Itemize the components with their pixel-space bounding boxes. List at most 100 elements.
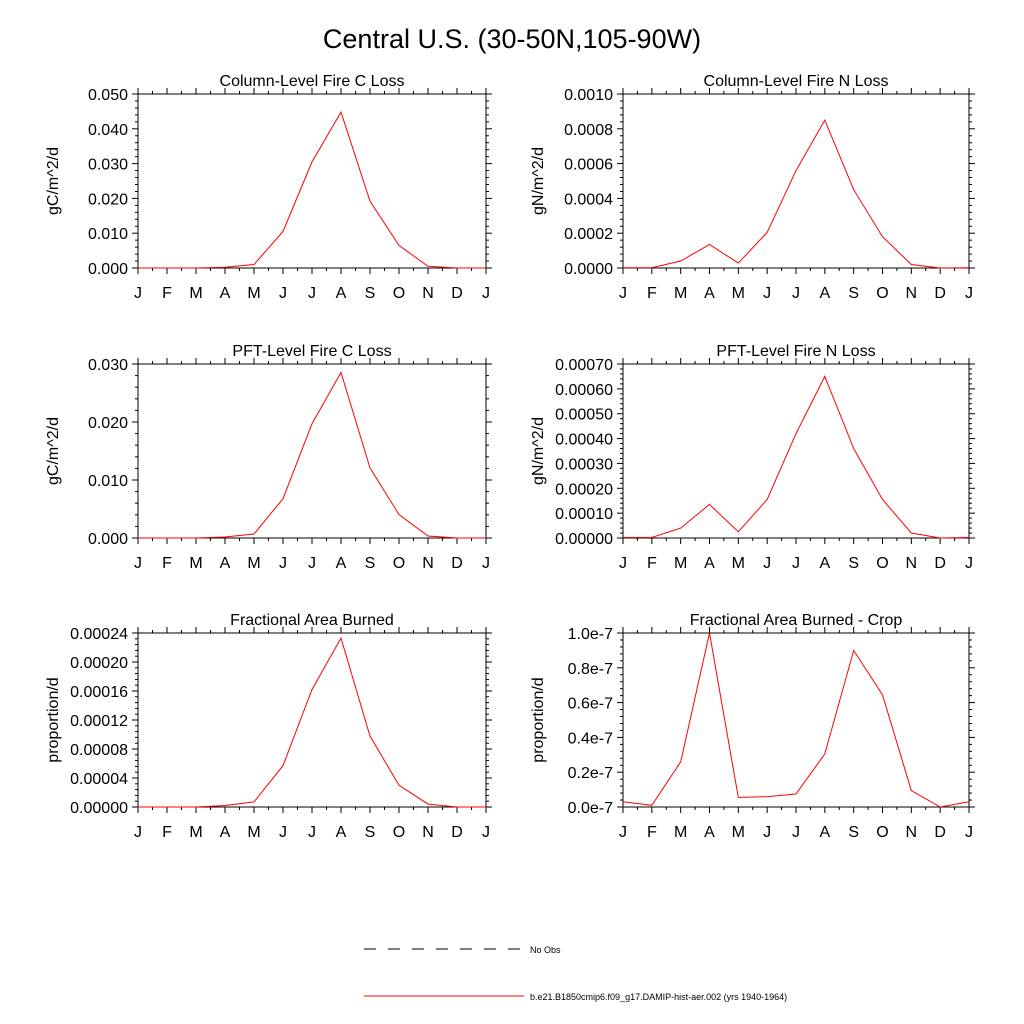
x-tick-label: J (308, 555, 316, 572)
x-tick-label: S (848, 285, 859, 302)
series-line (138, 636, 486, 808)
y-tick-label: 0.0e-7 (568, 800, 613, 817)
x-tick-label: J (619, 285, 627, 302)
chart-title: Column-Level Fire N Loss (704, 73, 889, 90)
y-tick-label: 0.010 (88, 473, 128, 490)
x-tick-label: J (619, 824, 627, 841)
plot-frame (622, 363, 970, 539)
x-tick-label: M (732, 285, 745, 302)
x-tick-label: J (763, 285, 771, 302)
x-tick-label: J (134, 555, 142, 572)
x-tick-label: J (965, 824, 973, 841)
x-tick-label: M (189, 285, 202, 302)
x-tick-label: S (848, 824, 859, 841)
x-tick-label: M (247, 555, 260, 572)
x-tick-label: J (792, 824, 800, 841)
x-tick-label: O (393, 824, 405, 841)
x-tick-label: N (422, 824, 434, 841)
y-tick-label: 0.0008 (564, 122, 613, 139)
plot-frame (137, 632, 487, 808)
x-tick-label: N (906, 285, 918, 302)
x-tick-label: A (336, 824, 347, 841)
x-tick-label: A (336, 285, 347, 302)
y-tick-label: 0.0002 (564, 226, 613, 243)
y-axis-label: gC/m^2/d (45, 147, 62, 215)
y-tick-label: 0.0004 (564, 191, 613, 208)
x-tick-label: A (220, 555, 231, 572)
x-tick-label: J (279, 555, 287, 572)
y-tick-label: 0.00060 (555, 382, 613, 399)
x-tick-label: N (422, 555, 434, 572)
y-tick-label: 0.4e-7 (568, 730, 613, 747)
y-tick-label: 0.010 (88, 226, 128, 243)
x-tick-label: J (965, 285, 973, 302)
x-tick-label: D (934, 555, 946, 572)
x-tick-label: N (906, 555, 918, 572)
series-line (138, 371, 486, 539)
y-tick-label: 0.00050 (555, 407, 613, 424)
y-tick-label: 0.00020 (555, 481, 613, 498)
y-tick-label: 0.00012 (70, 713, 128, 730)
x-tick-label: F (647, 555, 657, 572)
legend-model-label: b.e21.B1850cmip6.f09_g17.DAMIP-hist-aer.… (530, 992, 787, 1002)
y-axis-label: gN/m^2/d (530, 417, 547, 485)
x-tick-label: S (848, 555, 859, 572)
x-tick-label: D (451, 555, 463, 572)
figure-title: Central U.S. (30-50N,105-90W) (323, 24, 701, 54)
x-tick-label: J (279, 285, 287, 302)
plot-frame (137, 363, 487, 539)
x-tick-label: N (906, 824, 918, 841)
y-tick-label: 0.00030 (555, 456, 613, 473)
x-tick-label: J (763, 824, 771, 841)
legend-obs-label: No Obs (530, 945, 561, 955)
x-tick-label: M (247, 824, 260, 841)
x-tick-label: D (934, 285, 946, 302)
x-tick-label: O (876, 555, 888, 572)
x-tick-label: J (482, 555, 490, 572)
chart-title: Fractional Area Burned - Crop (690, 612, 903, 629)
y-tick-label: 0.00024 (70, 626, 128, 643)
x-tick-label: O (393, 555, 405, 572)
x-tick-label: A (336, 555, 347, 572)
y-axis-label: gC/m^2/d (45, 417, 62, 485)
y-tick-label: 0.2e-7 (568, 765, 613, 782)
plot-frame (622, 632, 970, 808)
y-tick-label: 0.030 (88, 157, 128, 174)
x-tick-label: M (674, 555, 687, 572)
y-tick-label: 0.00008 (70, 742, 128, 759)
x-tick-label: M (732, 824, 745, 841)
y-tick-label: 0.00000 (555, 531, 613, 548)
x-tick-label: J (134, 824, 142, 841)
x-tick-label: M (732, 555, 745, 572)
x-tick-label: A (704, 555, 715, 572)
series-line (138, 110, 486, 269)
y-tick-label: 0.020 (88, 415, 128, 432)
y-tick-label: 0.00004 (70, 771, 128, 788)
x-tick-label: O (876, 285, 888, 302)
x-tick-label: M (189, 555, 202, 572)
plot-frame (137, 93, 487, 269)
y-tick-label: 0.040 (88, 122, 128, 139)
chart-title: Column-Level Fire C Loss (220, 73, 405, 90)
x-tick-label: N (422, 285, 434, 302)
y-axis-label: proportion/d (45, 677, 62, 762)
y-tick-label: 0.00000 (70, 800, 128, 817)
y-tick-label: 0.00016 (70, 684, 128, 701)
x-tick-label: M (247, 285, 260, 302)
x-tick-label: J (308, 285, 316, 302)
y-tick-label: 0.00070 (555, 357, 613, 374)
plot-frame (622, 93, 970, 269)
series-line (623, 118, 970, 269)
x-tick-label: D (934, 824, 946, 841)
x-tick-label: S (365, 285, 376, 302)
x-tick-label: O (876, 824, 888, 841)
y-tick-label: 0.000 (88, 261, 128, 278)
y-tick-label: 0.0000 (564, 261, 613, 278)
x-tick-label: F (162, 285, 172, 302)
x-tick-label: J (279, 824, 287, 841)
chart-title: PFT-Level Fire N Loss (716, 343, 875, 360)
